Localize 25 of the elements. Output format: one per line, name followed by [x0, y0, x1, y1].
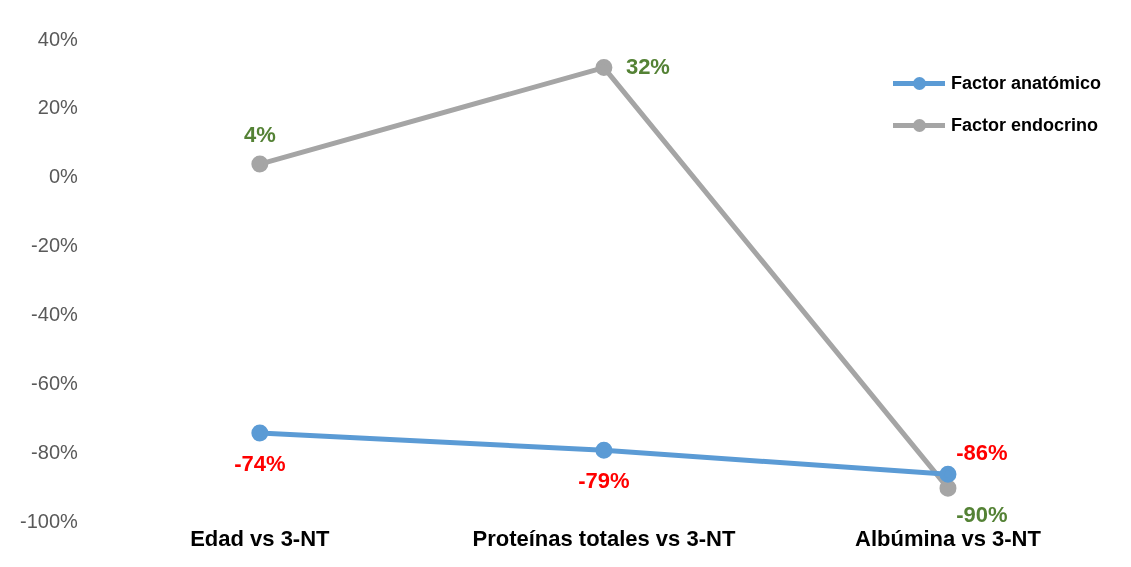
- legend-label: Factor anatómico: [950, 72, 1101, 94]
- point: [595, 59, 613, 77]
- point: [251, 424, 269, 442]
- data-label: 4%: [243, 122, 276, 148]
- point: [939, 479, 957, 497]
- y-tick-label: -60%: [31, 372, 79, 395]
- y-tick-label: -20%: [31, 234, 79, 257]
- y-tick-label: -80%: [31, 441, 79, 464]
- y-tick-label: 40%: [37, 27, 79, 50]
- y-tick-label: 0%: [48, 165, 79, 188]
- data-label: -79%: [578, 468, 630, 494]
- data-label: 32%: [625, 53, 670, 79]
- x-tick-label: Proteínas totales vs 3-NT: [472, 525, 736, 551]
- x-tick-label: Edad vs 3-NT: [190, 525, 331, 551]
- point: [595, 441, 613, 459]
- x-tick-label: Albúmina vs 3-NT: [855, 525, 1042, 551]
- data-label: -86%: [956, 440, 1008, 466]
- data-label: -74%: [234, 451, 286, 477]
- point: [251, 155, 269, 173]
- point: [939, 465, 957, 483]
- legend-label: Factor endocrino: [950, 114, 1098, 136]
- y-tick-label: -100%: [20, 510, 79, 533]
- data-label: -90%: [956, 502, 1008, 528]
- y-tick-label: 20%: [37, 96, 79, 119]
- y-tick-label: -40%: [31, 303, 79, 326]
